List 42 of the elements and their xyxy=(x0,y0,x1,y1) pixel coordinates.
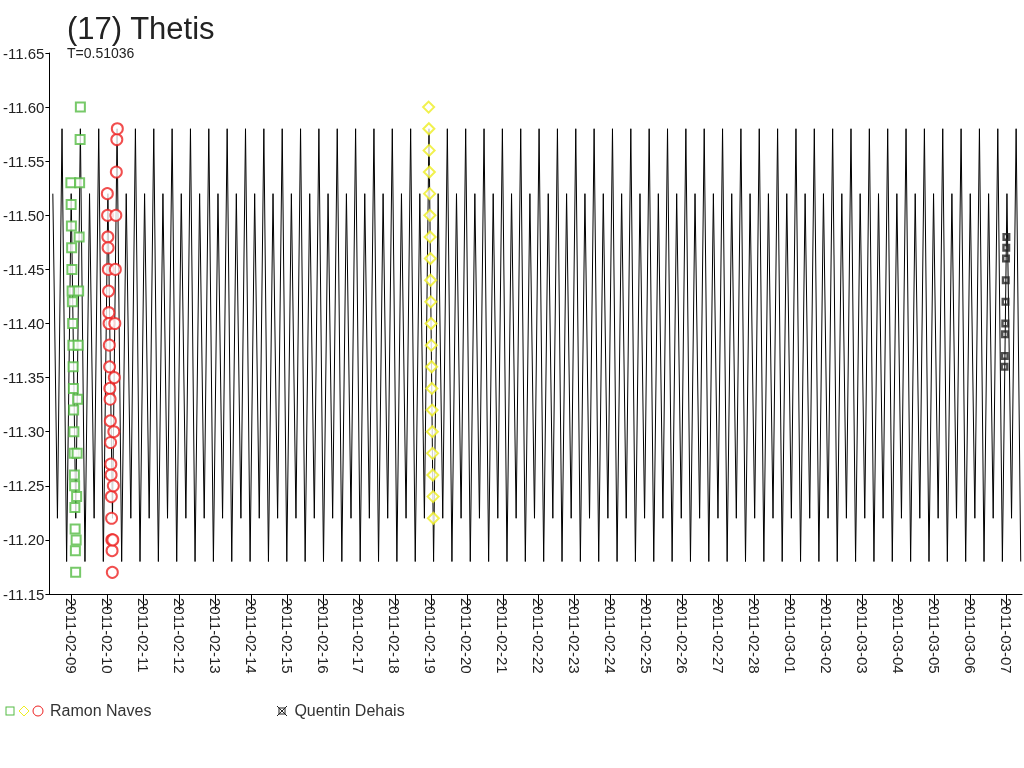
y-tick-label: -11.35 xyxy=(3,369,45,387)
x-tick-label: 2011-02-25 xyxy=(638,598,656,674)
x-tick-label: 2011-02-09 xyxy=(62,598,80,674)
x-tick-label: 2011-02-27 xyxy=(709,598,727,674)
x-tick-label: 2011-02-13 xyxy=(206,598,224,674)
y-tick-label: -11.55 xyxy=(3,152,45,170)
y-tick-label: -11.60 xyxy=(3,98,45,116)
chart-title: (17) Thetis xyxy=(67,11,215,46)
x-tick-label: 2011-02-14 xyxy=(242,598,260,674)
x-tick-label: 2011-03-02 xyxy=(817,598,835,674)
y-tick-label: -11.15 xyxy=(3,585,45,603)
x-tick-label: 2011-02-20 xyxy=(458,598,476,674)
x-tick-label: 2011-02-28 xyxy=(745,598,763,674)
x-tick-label: 2011-03-03 xyxy=(853,598,871,674)
x-tick-label: 2011-02-19 xyxy=(422,598,440,674)
legend-label: Ramon Naves xyxy=(50,702,152,720)
x-tick-label: 2011-02-21 xyxy=(494,598,512,674)
chart-subtitle: T=0.51036 xyxy=(67,45,135,61)
y-tick-label: -11.25 xyxy=(3,477,45,495)
y-tick-label: -11.20 xyxy=(3,531,45,549)
x-tick-label: 2011-02-16 xyxy=(314,598,332,674)
x-tick-label: 2011-02-26 xyxy=(674,598,691,674)
legend-label: Quentin Dehais xyxy=(294,702,405,720)
x-tick-label: 2011-02-24 xyxy=(602,598,620,674)
x-tick-label: 2011-02-18 xyxy=(386,598,404,674)
y-tick-label: -11.45 xyxy=(3,260,45,278)
x-tick-label: 2011-02-12 xyxy=(170,598,188,674)
x-tick-label: 2011-03-01 xyxy=(781,598,799,674)
x-tick-label: 2011-02-17 xyxy=(350,598,368,674)
x-tick-label: 2011-02-15 xyxy=(278,598,296,674)
x-tick-label: 2011-03-04 xyxy=(889,598,907,674)
x-tick-label: 2011-02-10 xyxy=(98,598,116,674)
x-tick-label: 2011-03-06 xyxy=(961,598,979,674)
y-tick-label: -11.50 xyxy=(3,206,45,224)
x-tick-label: 2011-03-05 xyxy=(925,598,943,674)
y-tick-label: -11.40 xyxy=(3,315,45,332)
y-tick-label: -11.65 xyxy=(3,44,45,62)
x-tick-label: 2011-02-11 xyxy=(134,598,152,673)
x-tick-label: 2011-02-23 xyxy=(566,598,584,674)
x-tick-label: 2011-02-22 xyxy=(530,598,548,674)
y-tick-label: -11.30 xyxy=(3,423,45,441)
x-tick-label: 2011-03-07 xyxy=(997,598,1015,674)
